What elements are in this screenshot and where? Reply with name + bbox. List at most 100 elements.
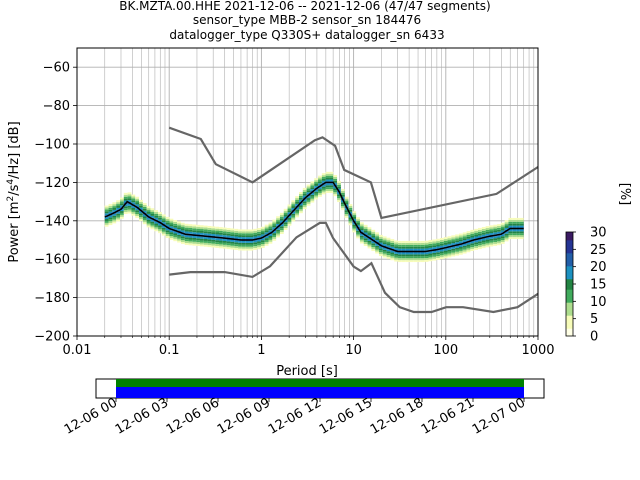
heatmap-cell <box>318 189 322 192</box>
heatmap-cell <box>424 248 429 251</box>
heatmap-cell <box>165 230 170 233</box>
heatmap-cell <box>508 233 513 236</box>
heatmap-cell <box>180 241 185 244</box>
heatmap-cell <box>356 219 360 222</box>
heatmap-cell <box>249 231 254 234</box>
heatmap-cell <box>173 221 178 224</box>
heatmap-cell <box>417 258 421 261</box>
heatmap-cell <box>257 247 261 250</box>
heatmap-cell <box>219 227 223 230</box>
heatmap-cell <box>302 191 307 194</box>
heatmap-cell <box>432 251 437 253</box>
heatmap-cell <box>215 242 220 245</box>
heatmap-cell <box>150 225 155 228</box>
heatmap-cell <box>203 229 208 232</box>
heatmap-cell <box>497 227 501 230</box>
heatmap-cell <box>378 240 383 243</box>
heatmap-cell <box>378 254 383 257</box>
heatmap-cell <box>417 252 421 255</box>
heatmap-cell <box>127 207 132 210</box>
heatmap-cell <box>420 260 425 263</box>
colorbar-segment <box>566 237 573 241</box>
heatmap-cell <box>112 215 117 218</box>
heatmap-cell <box>234 244 239 247</box>
heatmap-cell <box>497 241 501 244</box>
heatmap-cell <box>158 229 162 232</box>
heatmap-cell <box>283 226 288 228</box>
heatmap-cell <box>455 236 459 239</box>
heatmap-cell <box>226 247 231 250</box>
heatmap-cell <box>512 225 517 228</box>
heatmap-cell <box>329 171 334 174</box>
heatmap-cell <box>344 214 349 216</box>
heatmap-cell <box>439 255 444 258</box>
heatmap-cell <box>481 232 486 235</box>
heatmap-cell <box>245 235 250 238</box>
heatmap-cell <box>249 242 254 245</box>
heatmap-cell <box>264 238 269 241</box>
heatmap-cell <box>108 215 113 218</box>
heatmap-cell <box>230 232 235 235</box>
heatmap-cell <box>390 254 395 257</box>
heatmap-cell <box>398 244 402 247</box>
heatmap-cell <box>177 236 181 239</box>
heatmap-cell <box>493 236 498 239</box>
heatmap-cell <box>306 199 311 202</box>
heatmap-cell <box>295 201 300 204</box>
heatmap-cell <box>497 229 501 232</box>
y-axis-label: Power [m2/s4/Hz] [dB] <box>6 121 22 262</box>
heatmap-cell <box>325 171 330 174</box>
heatmap-cell <box>455 247 459 250</box>
heatmap-cell <box>192 224 197 227</box>
heatmap-cell <box>493 224 498 227</box>
colorbar-segment <box>566 234 573 238</box>
heatmap-cell <box>283 227 288 230</box>
heatmap-cell <box>318 187 322 190</box>
heatmap-cell <box>283 216 288 219</box>
heatmap-cell <box>226 229 231 232</box>
heatmap-cell <box>230 239 235 242</box>
coverage-bar-green <box>116 379 524 387</box>
heatmap-cell <box>192 230 197 233</box>
heatmap-cell <box>169 220 174 223</box>
heatmap-cell <box>192 228 197 231</box>
heatmap-cell <box>478 245 482 248</box>
heatmap-cell <box>466 242 471 245</box>
heatmap-cell <box>131 194 136 197</box>
heatmap-cell <box>356 223 360 225</box>
heatmap-cell <box>219 232 223 235</box>
heatmap-cell <box>398 240 402 243</box>
colorbar-segment <box>566 302 573 306</box>
heatmap-cell <box>352 211 357 214</box>
heatmap-cell <box>424 256 429 259</box>
heatmap-cell <box>500 240 505 242</box>
heatmap-cell <box>131 206 136 209</box>
colorbar-segment <box>566 333 573 337</box>
heatmap-cell <box>508 223 513 226</box>
heatmap-cell <box>116 207 120 210</box>
heatmap-cell <box>401 248 406 251</box>
heatmap-cell <box>272 227 277 230</box>
heatmap-cell <box>180 230 185 233</box>
heatmap-cell <box>508 229 513 232</box>
coverage-bar-blue <box>116 387 524 398</box>
heatmap-cell <box>363 242 368 245</box>
heatmap-cell <box>119 199 124 202</box>
heatmap-cell <box>219 244 223 247</box>
heatmap-cell <box>401 246 406 249</box>
heatmap-cell <box>409 244 414 247</box>
heatmap-cell <box>295 215 300 218</box>
heatmap-cell <box>405 248 410 251</box>
heatmap-cell <box>371 229 376 232</box>
colorbar-segment <box>566 281 573 285</box>
heatmap-cell <box>359 228 364 231</box>
heatmap-cell <box>329 191 334 193</box>
heatmap-cell <box>394 244 399 247</box>
heatmap-cell <box>485 237 490 240</box>
heatmap-cell <box>180 228 185 231</box>
heatmap-cell <box>230 230 235 233</box>
probability-heatmap <box>104 171 524 263</box>
heatmap-cell <box>340 200 345 203</box>
heatmap-cell <box>371 237 376 240</box>
